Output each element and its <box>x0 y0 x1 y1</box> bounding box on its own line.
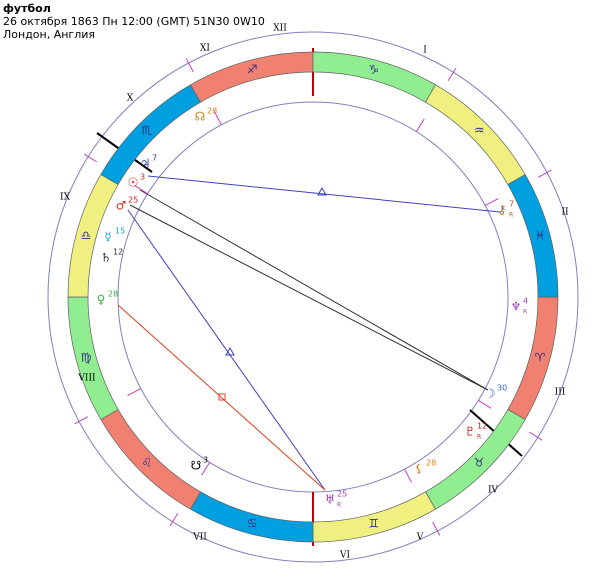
sign-segment <box>67 296 119 420</box>
sign-glyph: ♈ <box>535 350 546 364</box>
house-tick <box>213 111 222 126</box>
house-number: VIII <box>77 374 96 384</box>
planet-glyph: ♄ <box>101 251 112 265</box>
planet-degree: 25 <box>128 196 138 205</box>
house-number: XII <box>273 24 287 34</box>
planet-retro: R <box>337 502 341 509</box>
aspect-line <box>129 204 489 391</box>
house-tick <box>74 416 89 425</box>
planet-glyph: ⚸ <box>415 462 424 476</box>
planet-retro: R <box>523 309 527 316</box>
chart-place: Лондон, Англия <box>3 28 96 41</box>
aspect-line <box>147 175 501 213</box>
house-tick <box>432 521 441 536</box>
house-number: I <box>423 46 427 56</box>
sign-segment <box>507 296 559 420</box>
aspect-symbol <box>218 393 226 401</box>
house-number: III <box>555 388 566 398</box>
header: футбол 26 октября 1863 Пн 12:00 (GMT) 51… <box>3 2 265 41</box>
sign-segment <box>190 51 314 103</box>
planet-degree: 7 <box>152 154 157 163</box>
house-number: IX <box>60 193 71 203</box>
sign-glyph: ♓ <box>535 229 546 243</box>
house-tick <box>447 67 457 82</box>
house-tick <box>484 197 499 206</box>
sign-glyph: ♋ <box>247 516 258 530</box>
house-tick <box>537 169 552 178</box>
planet-degree: 12 <box>477 422 487 431</box>
planet-glyph: ⚷ <box>498 203 507 217</box>
sign-glyph: ♐ <box>247 63 258 77</box>
sign-segment <box>507 174 559 298</box>
sign-glyph: ♊ <box>368 516 379 530</box>
planet-glyph: ♀ <box>97 293 106 307</box>
house-number: IV <box>488 486 499 496</box>
planet-degree: 7 <box>509 200 514 209</box>
house-number: V <box>416 533 424 543</box>
sign-glyph: ♎ <box>81 229 92 243</box>
aspect-line <box>139 189 489 391</box>
sign-glyph: ♍ <box>81 350 92 364</box>
planet-degree: 3 <box>203 456 208 465</box>
house-tick <box>185 58 194 73</box>
inner-circle <box>117 101 509 493</box>
planet-glyph: ☉ <box>128 176 139 190</box>
planet-degree: 4 <box>523 297 528 306</box>
house-tick <box>134 185 148 195</box>
house-tick <box>83 153 98 163</box>
planet-retro: R <box>477 434 481 441</box>
planet-degree: 12 <box>113 248 123 257</box>
house-tick <box>415 118 425 132</box>
chart-date: 26 октября 1863 Пн 12:00 (GMT) 51N30 0W1… <box>3 15 265 28</box>
planet-degree: 25 <box>337 490 347 499</box>
planet-glyph: ☊ <box>195 110 206 124</box>
sign-glyph: ♌ <box>141 456 152 470</box>
planet-glyph: ♇ <box>465 425 476 439</box>
planet-glyph: ☿ <box>104 230 111 244</box>
chart-name: футбол <box>3 2 51 15</box>
planet-degree: 3 <box>140 173 145 182</box>
house-number: II <box>561 208 569 218</box>
house-tick <box>201 462 211 476</box>
sign-glyph: ♒ <box>474 123 485 137</box>
planet-glyph: ☽ <box>485 387 496 401</box>
planet-glyph: ♅ <box>325 493 336 507</box>
house-tick <box>528 431 543 441</box>
outer-circle <box>47 31 579 563</box>
planet-glyph: ♆ <box>511 300 522 314</box>
planet-glyph: ♂ <box>116 199 127 213</box>
planet-degree: 15 <box>115 227 125 236</box>
planet-degree: 28 <box>426 459 436 468</box>
house-tick <box>478 399 492 409</box>
planet-degree: 28 <box>207 107 217 116</box>
sign-segment <box>312 51 436 103</box>
planet-retro: R <box>509 212 513 219</box>
sign-glyph: ♏ <box>141 123 152 137</box>
planet-glyph: ☋ <box>191 459 202 473</box>
planet-degree: 30 <box>497 384 507 393</box>
house-tick <box>127 388 142 397</box>
sign-glyph: ♉ <box>474 456 485 470</box>
house-number: VI <box>339 551 350 561</box>
house-number: X <box>127 94 134 104</box>
planet-degree: 28 <box>108 290 118 299</box>
aspect-symbol <box>225 346 235 356</box>
aspect-line <box>117 304 326 491</box>
aspect-line <box>127 209 326 491</box>
house-tick <box>169 512 179 527</box>
sign-glyph: ♑ <box>368 63 379 77</box>
house-number: VII <box>192 533 207 543</box>
house-tick <box>404 468 413 483</box>
aspect-symbol <box>317 186 327 196</box>
house-number: XI <box>200 44 210 54</box>
planet-glyph: ♃ <box>140 157 151 171</box>
